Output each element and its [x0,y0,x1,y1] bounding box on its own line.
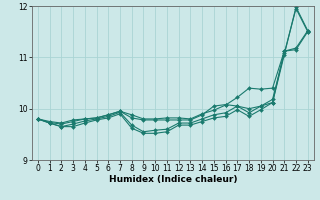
X-axis label: Humidex (Indice chaleur): Humidex (Indice chaleur) [108,175,237,184]
